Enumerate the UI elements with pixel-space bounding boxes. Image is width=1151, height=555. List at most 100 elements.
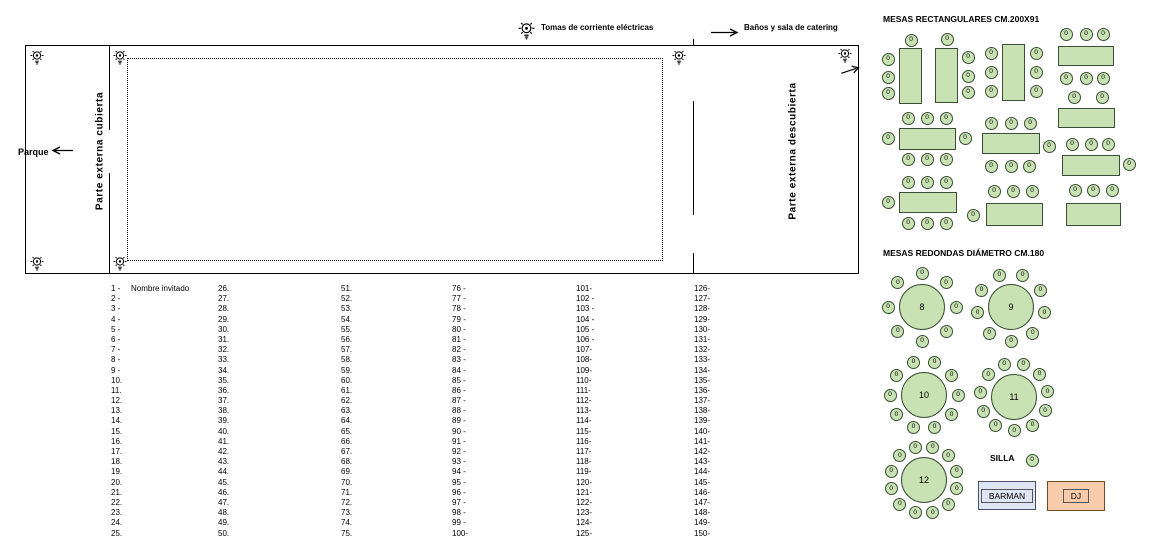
guest-list-entry: 67. xyxy=(341,447,353,456)
guest-list-column: 1 -2 -3 -4 -5 -6 -7 -8 -9 -10. 11. 12. 13. 1… xyxy=(111,284,122,539)
uncovered-divider-bottom xyxy=(693,253,694,274)
guest-list-entry: 120- xyxy=(576,477,593,487)
guest-list-entry: 91 - xyxy=(452,436,466,446)
chair-icon: 0 xyxy=(958,131,972,145)
guest-list-entry: 118- xyxy=(576,457,592,467)
chair-icon: 0 xyxy=(1065,137,1079,151)
guest-list-entry: 87 - xyxy=(452,396,466,406)
guest-list-entry: 20. xyxy=(111,477,123,487)
guest-list-entry: 88 - xyxy=(452,406,466,416)
guest-list-entry: 79 - xyxy=(452,314,466,324)
chair-icon: 0 xyxy=(1059,27,1073,41)
chair-icon: 0 xyxy=(984,159,998,173)
covered-divider-bottom xyxy=(109,173,110,274)
guest-list-entry: 116- xyxy=(576,436,592,446)
guest-list-entry: 62. xyxy=(341,396,353,406)
chair-icon: 0 xyxy=(1025,453,1039,467)
dance-area-dotted-outline xyxy=(127,58,663,261)
chair-icon: 0 xyxy=(961,85,975,99)
guest-list-entry: 125- xyxy=(576,528,593,538)
guest-list-entry: 111- xyxy=(576,385,591,395)
guest-list-entry: 80 - xyxy=(452,324,466,334)
guest-list-entry: 28. xyxy=(218,304,230,314)
guest-list-entry: 107- xyxy=(576,345,593,355)
guest-list-column: 101- 102 -103 -104 -105 -106 -107- 108- 109… xyxy=(576,284,594,539)
guest-list-entry: 54. xyxy=(341,314,353,324)
chair-icon: 0 xyxy=(901,152,915,166)
chair-icon: 0 xyxy=(891,324,905,338)
chair-icon: 0 xyxy=(939,111,953,125)
guest-list-entry: 21. xyxy=(111,487,123,497)
guest-list-entry: 131- xyxy=(694,334,711,344)
chair-icon: 0 xyxy=(1084,137,1098,151)
chair-icon: 0 xyxy=(976,404,990,418)
chair-icon: 0 xyxy=(1007,424,1021,438)
guest-list-entry: 53. xyxy=(341,304,353,314)
round-table: 11 xyxy=(991,374,1037,420)
chair-icon: 0 xyxy=(1033,283,1047,297)
guest-list-entry: 75. xyxy=(341,528,353,538)
rectangular-table xyxy=(982,133,1040,154)
chair-icon: 0 xyxy=(939,175,953,189)
barman-station-label: BARMAN xyxy=(980,488,1034,503)
chair-icon: 0 xyxy=(928,356,941,370)
power-outlet-icon xyxy=(113,48,127,70)
guest-list-entry: 124- xyxy=(576,518,593,528)
chair-icon: 0 xyxy=(984,46,998,60)
guest-list-entry: 57. xyxy=(341,345,353,355)
guest-list-entry: 89 - xyxy=(452,416,466,426)
parque-label: Parque xyxy=(16,146,76,157)
rectangular-table xyxy=(1002,44,1025,101)
rectangular-table xyxy=(1066,203,1121,226)
guest-list-entry: 132- xyxy=(694,345,711,355)
chair-icon: 0 xyxy=(926,506,940,520)
guest-list-entry: 121- xyxy=(576,487,593,497)
chair-icon: 0 xyxy=(1041,385,1055,399)
uncovered-divider-mid xyxy=(693,101,694,215)
chair-icon: 0 xyxy=(920,152,934,166)
chair-icon: 0 xyxy=(1086,183,1100,197)
guest-list-entry: 139- xyxy=(694,416,711,426)
chair-icon: 0 xyxy=(1029,46,1043,60)
guest-list-entry: 92 - xyxy=(452,447,466,456)
chair-icon: 0 xyxy=(1079,27,1093,41)
guest-list-entry: 52. xyxy=(341,294,353,304)
guest-list-entry: 1 - xyxy=(111,284,121,293)
left-arrow-icon xyxy=(51,146,74,157)
guest-list-entry: 25. xyxy=(111,528,123,538)
chair-icon: 0 xyxy=(906,420,920,434)
chair-icon: 0 xyxy=(915,266,929,280)
chair-icon: 0 xyxy=(966,208,980,222)
chair-icon: 0 xyxy=(881,300,895,314)
guest-list-entry: 135- xyxy=(694,375,711,385)
guest-list-entry: 35. xyxy=(218,375,230,385)
guest-list-entry: 126- xyxy=(694,284,711,293)
parque-text: Parque xyxy=(18,146,49,157)
guest-list-entry: 134- xyxy=(694,365,711,375)
chair-icon: 0 xyxy=(884,464,898,478)
guest-list-entry: 46. xyxy=(218,487,230,497)
guest-list-entry: 13. xyxy=(111,406,123,416)
chair-icon: 0 xyxy=(945,368,958,382)
guest-list-entry: 66. xyxy=(341,436,353,446)
rectangular-table xyxy=(1058,46,1114,66)
chair-icon: 0 xyxy=(926,440,940,454)
chair-icon: 0 xyxy=(928,420,941,434)
chair-icon: 0 xyxy=(940,32,954,46)
guest-list-entry: 27. xyxy=(218,294,230,304)
guest-list-entry: 61. xyxy=(341,385,353,395)
guest-list-entry: 60. xyxy=(341,375,353,385)
guest-list-entry: 105 - xyxy=(576,324,595,334)
guest-list-entry: 108- xyxy=(576,355,593,365)
rectangular-table xyxy=(935,48,958,103)
rectangular-table xyxy=(899,192,957,213)
chair-icon: 0 xyxy=(1122,157,1136,171)
guest-list-entry: 40. xyxy=(218,426,230,436)
dj-station-label: DJ xyxy=(1062,489,1090,503)
guest-list-entry: 17. xyxy=(111,447,123,456)
guest-list-entry: 36. xyxy=(218,385,230,395)
chair-icon: 0 xyxy=(975,283,989,297)
guest-list-entry: 149- xyxy=(694,518,711,528)
guest-list-entry: 129- xyxy=(694,314,711,324)
